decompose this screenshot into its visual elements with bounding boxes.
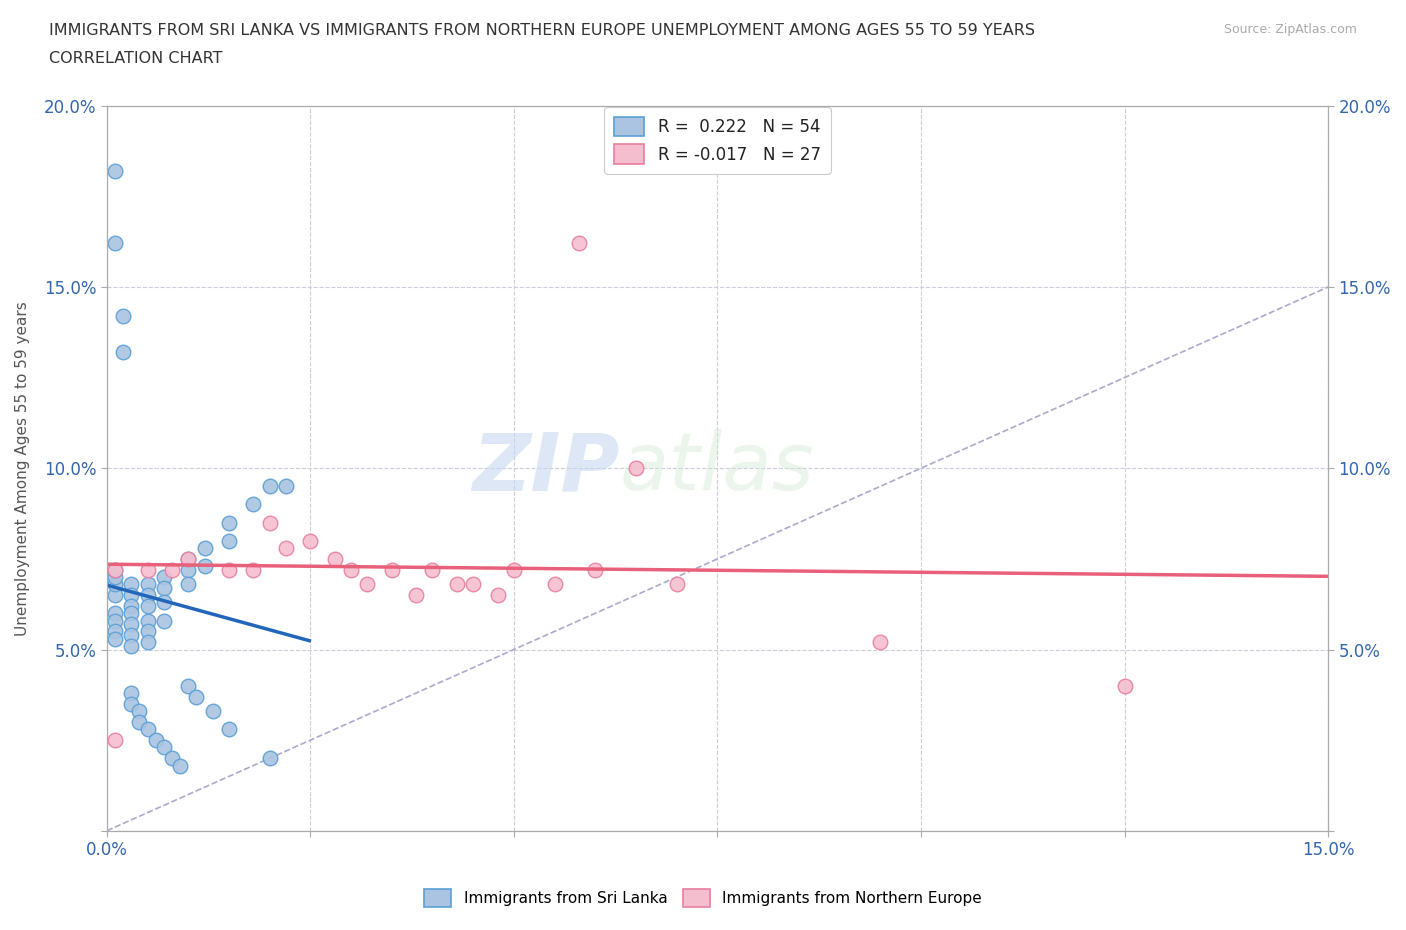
- Point: [218, 533, 240, 548]
- Point: [136, 635, 159, 650]
- Point: [583, 563, 606, 578]
- Point: [259, 751, 281, 765]
- Point: [120, 599, 142, 614]
- Text: CORRELATION CHART: CORRELATION CHART: [49, 51, 222, 66]
- Point: [104, 605, 127, 620]
- Point: [120, 577, 142, 591]
- Point: [128, 704, 150, 719]
- Point: [160, 751, 183, 765]
- Point: [543, 577, 565, 591]
- Y-axis label: Unemployment Among Ages 55 to 59 years: Unemployment Among Ages 55 to 59 years: [15, 301, 30, 635]
- Point: [177, 551, 200, 566]
- Point: [1114, 678, 1136, 693]
- Point: [259, 479, 281, 494]
- Point: [120, 697, 142, 711]
- Point: [356, 577, 378, 591]
- Point: [218, 722, 240, 737]
- Point: [136, 577, 159, 591]
- Point: [136, 624, 159, 639]
- Point: [218, 515, 240, 530]
- Point: [152, 613, 174, 628]
- Point: [136, 563, 159, 578]
- Point: [104, 613, 127, 628]
- Point: [160, 563, 183, 578]
- Point: [120, 605, 142, 620]
- Point: [422, 563, 444, 578]
- Legend: R =  0.222   N = 54, R = -0.017   N = 27: R = 0.222 N = 54, R = -0.017 N = 27: [605, 107, 831, 174]
- Point: [340, 563, 363, 578]
- Point: [405, 588, 427, 603]
- Point: [242, 563, 264, 578]
- Point: [503, 563, 526, 578]
- Point: [242, 497, 264, 512]
- Point: [299, 533, 322, 548]
- Point: [112, 309, 135, 324]
- Point: [152, 595, 174, 610]
- Point: [446, 577, 468, 591]
- Point: [104, 733, 127, 748]
- Point: [624, 460, 647, 475]
- Point: [218, 563, 240, 578]
- Point: [486, 588, 509, 603]
- Point: [177, 577, 200, 591]
- Point: [193, 540, 215, 555]
- Point: [177, 563, 200, 578]
- Point: [136, 613, 159, 628]
- Point: [112, 345, 135, 360]
- Point: [201, 704, 224, 719]
- Point: [186, 689, 208, 704]
- Point: [104, 164, 127, 179]
- Point: [104, 563, 127, 578]
- Point: [193, 559, 215, 574]
- Point: [665, 577, 688, 591]
- Point: [152, 569, 174, 584]
- Point: [869, 635, 891, 650]
- Point: [120, 617, 142, 631]
- Point: [120, 639, 142, 654]
- Text: Source: ZipAtlas.com: Source: ZipAtlas.com: [1223, 23, 1357, 36]
- Point: [120, 685, 142, 700]
- Point: [152, 580, 174, 595]
- Point: [381, 563, 404, 578]
- Point: [323, 551, 346, 566]
- Point: [104, 563, 127, 578]
- Point: [104, 624, 127, 639]
- Point: [136, 599, 159, 614]
- Point: [120, 628, 142, 643]
- Point: [177, 551, 200, 566]
- Point: [152, 740, 174, 755]
- Point: [169, 758, 191, 773]
- Point: [145, 733, 167, 748]
- Point: [104, 588, 127, 603]
- Point: [128, 714, 150, 729]
- Point: [120, 588, 142, 603]
- Point: [136, 588, 159, 603]
- Point: [104, 631, 127, 646]
- Text: IMMIGRANTS FROM SRI LANKA VS IMMIGRANTS FROM NORTHERN EUROPE UNEMPLOYMENT AMONG : IMMIGRANTS FROM SRI LANKA VS IMMIGRANTS …: [49, 23, 1035, 38]
- Legend: Immigrants from Sri Lanka, Immigrants from Northern Europe: Immigrants from Sri Lanka, Immigrants fr…: [418, 884, 988, 913]
- Text: ZIP: ZIP: [472, 430, 620, 507]
- Point: [104, 236, 127, 251]
- Point: [104, 569, 127, 584]
- Point: [463, 577, 485, 591]
- Point: [177, 678, 200, 693]
- Text: atlas: atlas: [620, 430, 814, 507]
- Point: [568, 236, 591, 251]
- Point: [274, 540, 297, 555]
- Point: [259, 515, 281, 530]
- Point: [104, 577, 127, 591]
- Point: [274, 479, 297, 494]
- Point: [136, 722, 159, 737]
